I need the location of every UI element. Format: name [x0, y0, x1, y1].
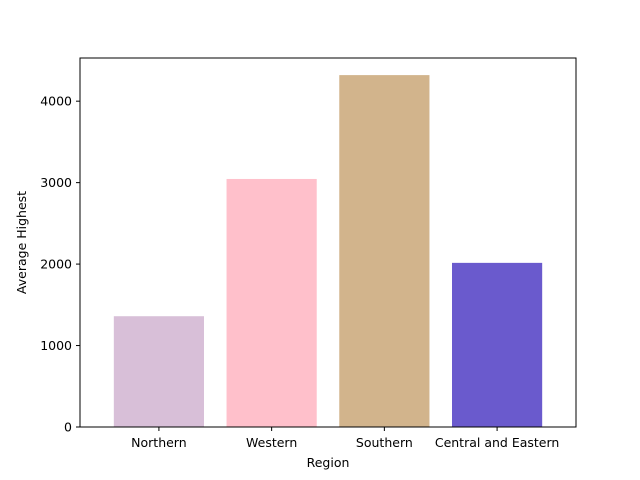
plot-frame [79, 57, 577, 428]
y-tick-label: 2000 [40, 257, 72, 272]
y-tick-label: 4000 [40, 94, 72, 109]
bars-group [113, 75, 543, 427]
bar-northern [113, 316, 204, 427]
x-tick-label: Southern [356, 435, 413, 450]
x-axis-label: Region [307, 455, 350, 470]
bar-central-and-eastern [452, 262, 543, 427]
y-tick-label: 1000 [40, 338, 72, 353]
x-tick-label: Northern [131, 435, 187, 450]
bar-western [226, 178, 317, 427]
y-tick-label: 0 [64, 420, 72, 435]
y-tick-label: 3000 [40, 175, 72, 190]
x-tick-label: Central and Eastern [435, 435, 559, 450]
bar-southern [339, 75, 430, 427]
y-axis: 0 1000 2000 3000 4000 [40, 94, 80, 435]
x-axis: Northern Western Southern Central and Easte… [131, 427, 559, 450]
y-axis-label: Average Highest [14, 191, 29, 294]
x-tick-label: Western [246, 435, 297, 450]
